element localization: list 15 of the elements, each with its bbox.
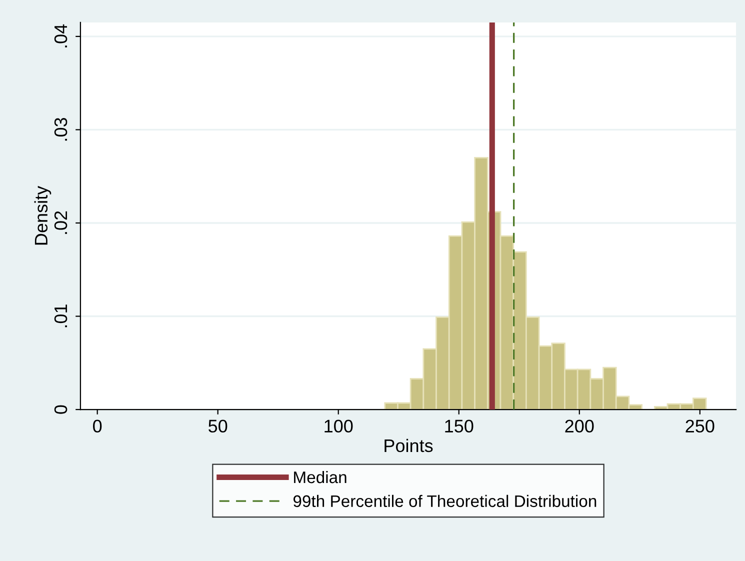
legend-label: Median (294, 470, 346, 484)
x-axis-title: Points (384, 438, 433, 452)
x-tick-label: 100 (324, 420, 353, 433)
x-tick-label: 0 (93, 420, 102, 433)
x-tick-label: 200 (565, 420, 594, 433)
legend-label: 99th Percentile of Theoretical Distribution (293, 494, 596, 508)
y-tick-label: .04 (54, 24, 68, 48)
x-tick-label: 150 (445, 420, 474, 433)
y-tick-label: .03 (54, 118, 68, 141)
x-tick-label: 250 (686, 420, 714, 433)
y-tick-label: 0 (54, 405, 68, 414)
y-axis-title: Density (34, 186, 52, 245)
x-tick-label: 50 (208, 420, 228, 433)
y-tick-label: .02 (54, 211, 68, 234)
y-tick-label: .01 (54, 304, 68, 328)
